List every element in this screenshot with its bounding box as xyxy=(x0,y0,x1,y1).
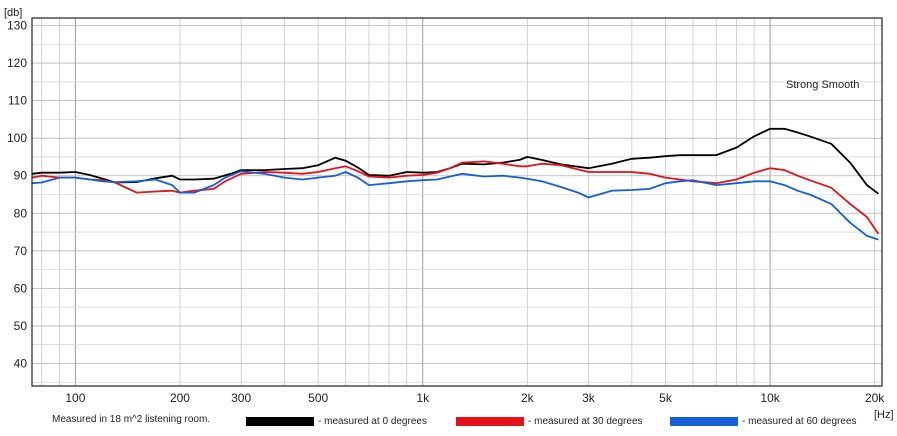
x-tick-label: 5k xyxy=(659,391,673,405)
x-tick-label: 500 xyxy=(308,391,328,405)
x-tick-label: 3k xyxy=(582,391,596,405)
y-tick-label: 130 xyxy=(7,19,27,33)
x-tick-label: 200 xyxy=(170,391,190,405)
y-tick-label: 40 xyxy=(14,356,28,370)
series-lines xyxy=(31,127,880,241)
x-tick-label: 20k xyxy=(865,391,885,405)
x-tick-label: 2k xyxy=(521,391,535,405)
legend-item-60deg: - measured at 60 degrees xyxy=(670,416,857,427)
legend-item-30deg: - measured at 30 degrees xyxy=(456,416,643,427)
legend-label-0deg: - measured at 0 degrees xyxy=(318,416,427,427)
y-tick-label: 60 xyxy=(14,281,28,295)
y-tick-label: 70 xyxy=(14,244,28,258)
smoothing-annotation: Strong Smooth xyxy=(786,79,859,91)
x-unit-label: [Hz] xyxy=(874,409,894,421)
grid xyxy=(32,18,882,386)
legend-label-60deg: - measured at 60 degrees xyxy=(742,416,857,427)
series-line-1 xyxy=(31,160,880,235)
x-tick-label: 100 xyxy=(65,391,85,405)
y-tick-label: 100 xyxy=(7,131,27,145)
legend-swatch-0deg xyxy=(246,417,314,426)
x-tick-labels: 100 200 300 500 1k 2k 3k 5k 10k 20k xyxy=(65,391,885,405)
x-tick-label: 1k xyxy=(416,391,430,405)
plot-background xyxy=(32,18,882,386)
series-line-2 xyxy=(31,170,879,241)
y-unit-label: [db] xyxy=(4,7,22,19)
plot-frame xyxy=(31,17,883,387)
legend-swatch-60deg xyxy=(670,417,738,426)
y-tick-labels: 40 50 60 70 80 90 100 110 120 130 xyxy=(7,19,27,371)
y-tick-label: 120 xyxy=(7,56,27,70)
y-tick-label: 90 xyxy=(14,169,28,183)
y-tick-label: 50 xyxy=(14,319,28,333)
legend-swatch-30deg xyxy=(456,417,524,426)
y-tick-label: 80 xyxy=(14,206,28,220)
legend-label-30deg: - measured at 30 degrees xyxy=(528,416,643,427)
footnote: Measured in 18 m^2 listening room. xyxy=(52,414,211,425)
x-tick-label: 300 xyxy=(231,391,251,405)
legend-item-0deg: - measured at 0 degrees xyxy=(246,416,427,427)
y-tick-label: 110 xyxy=(8,94,27,108)
x-tick-label: 10k xyxy=(760,391,780,405)
